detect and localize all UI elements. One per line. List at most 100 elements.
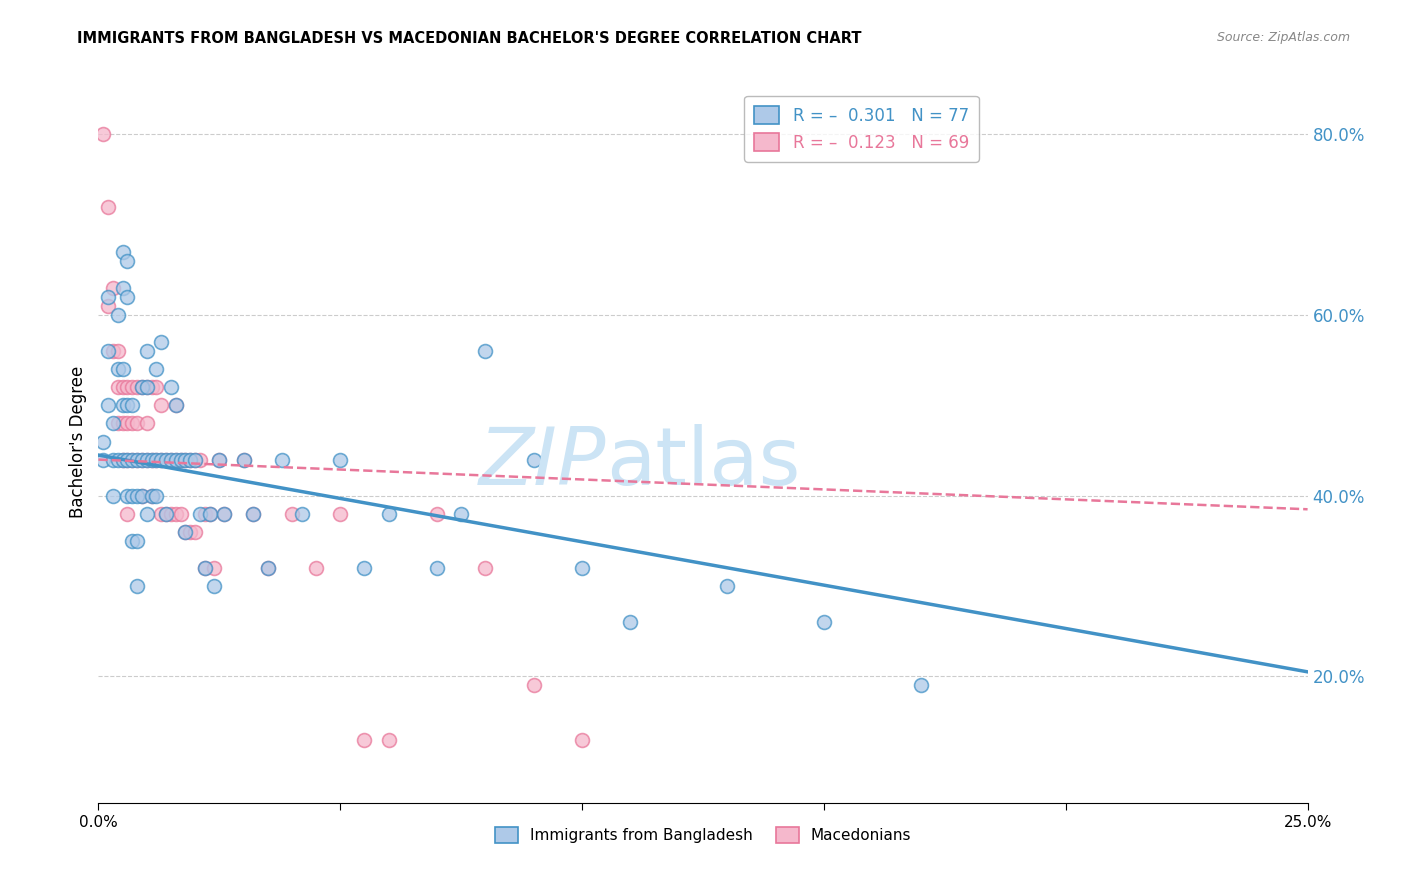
Point — [145, 452, 167, 467]
Point — [135, 380, 157, 394]
Point — [184, 524, 207, 539]
Point — [155, 507, 177, 521]
Point — [150, 335, 173, 350]
Point — [174, 452, 197, 467]
Point — [101, 417, 124, 431]
Point — [204, 579, 226, 593]
Point — [150, 507, 173, 521]
Point — [377, 507, 399, 521]
Point — [198, 507, 221, 521]
Point — [188, 507, 211, 521]
Point — [135, 417, 157, 431]
Point — [97, 398, 120, 412]
Point — [426, 507, 449, 521]
Point — [135, 344, 157, 359]
Point — [121, 452, 143, 467]
Point — [160, 452, 183, 467]
Point — [117, 417, 139, 431]
Point — [150, 452, 173, 467]
Point — [107, 417, 129, 431]
Point — [571, 732, 593, 747]
Point — [256, 561, 278, 575]
Point — [145, 452, 167, 467]
Point — [377, 732, 399, 747]
Point — [141, 489, 163, 503]
Point — [212, 507, 235, 521]
Point — [242, 507, 264, 521]
Text: Source: ZipAtlas.com: Source: ZipAtlas.com — [1216, 31, 1350, 45]
Point — [145, 362, 167, 376]
Point — [135, 380, 157, 394]
Point — [179, 452, 201, 467]
Point — [91, 434, 114, 449]
Point — [107, 380, 129, 394]
Point — [208, 452, 231, 467]
Text: ZIP: ZIP — [479, 425, 606, 502]
Point — [121, 533, 143, 548]
Point — [101, 489, 124, 503]
Point — [169, 452, 191, 467]
Point — [242, 507, 264, 521]
Point — [111, 380, 134, 394]
Point — [121, 417, 143, 431]
Point — [121, 452, 143, 467]
Point — [169, 452, 191, 467]
Point — [131, 380, 153, 394]
Point — [97, 200, 120, 214]
Point — [329, 507, 352, 521]
Point — [141, 489, 163, 503]
Point — [155, 507, 177, 521]
Point — [107, 344, 129, 359]
Point — [117, 507, 139, 521]
Point — [290, 507, 312, 521]
Point — [184, 452, 207, 467]
Point — [117, 290, 139, 304]
Point — [101, 281, 124, 295]
Point — [204, 561, 226, 575]
Point — [150, 452, 173, 467]
Point — [813, 615, 835, 630]
Point — [179, 452, 201, 467]
Point — [141, 452, 163, 467]
Point — [353, 732, 375, 747]
Point — [117, 452, 139, 467]
Point — [188, 452, 211, 467]
Point — [232, 452, 254, 467]
Point — [571, 561, 593, 575]
Point — [107, 362, 129, 376]
Point — [208, 452, 231, 467]
Point — [165, 507, 187, 521]
Point — [97, 299, 120, 313]
Point — [160, 452, 183, 467]
Point — [131, 452, 153, 467]
Point — [174, 524, 197, 539]
Point — [121, 398, 143, 412]
Point — [127, 533, 149, 548]
Y-axis label: Bachelor's Degree: Bachelor's Degree — [69, 366, 87, 517]
Point — [111, 452, 134, 467]
Point — [198, 507, 221, 521]
Point — [131, 489, 153, 503]
Point — [184, 452, 207, 467]
Text: IMMIGRANTS FROM BANGLADESH VS MACEDONIAN BACHELOR'S DEGREE CORRELATION CHART: IMMIGRANTS FROM BANGLADESH VS MACEDONIAN… — [77, 31, 862, 46]
Point — [179, 524, 201, 539]
Point — [101, 344, 124, 359]
Point — [111, 452, 134, 467]
Point — [141, 380, 163, 394]
Point — [127, 579, 149, 593]
Point — [353, 561, 375, 575]
Point — [111, 281, 134, 295]
Point — [426, 561, 449, 575]
Point — [111, 362, 134, 376]
Point — [145, 489, 167, 503]
Point — [141, 452, 163, 467]
Point — [121, 489, 143, 503]
Point — [212, 507, 235, 521]
Point — [160, 507, 183, 521]
Point — [111, 244, 134, 259]
Point — [174, 524, 197, 539]
Point — [131, 489, 153, 503]
Point — [97, 344, 120, 359]
Legend: Immigrants from Bangladesh, Macedonians: Immigrants from Bangladesh, Macedonians — [489, 821, 917, 849]
Point — [256, 561, 278, 575]
